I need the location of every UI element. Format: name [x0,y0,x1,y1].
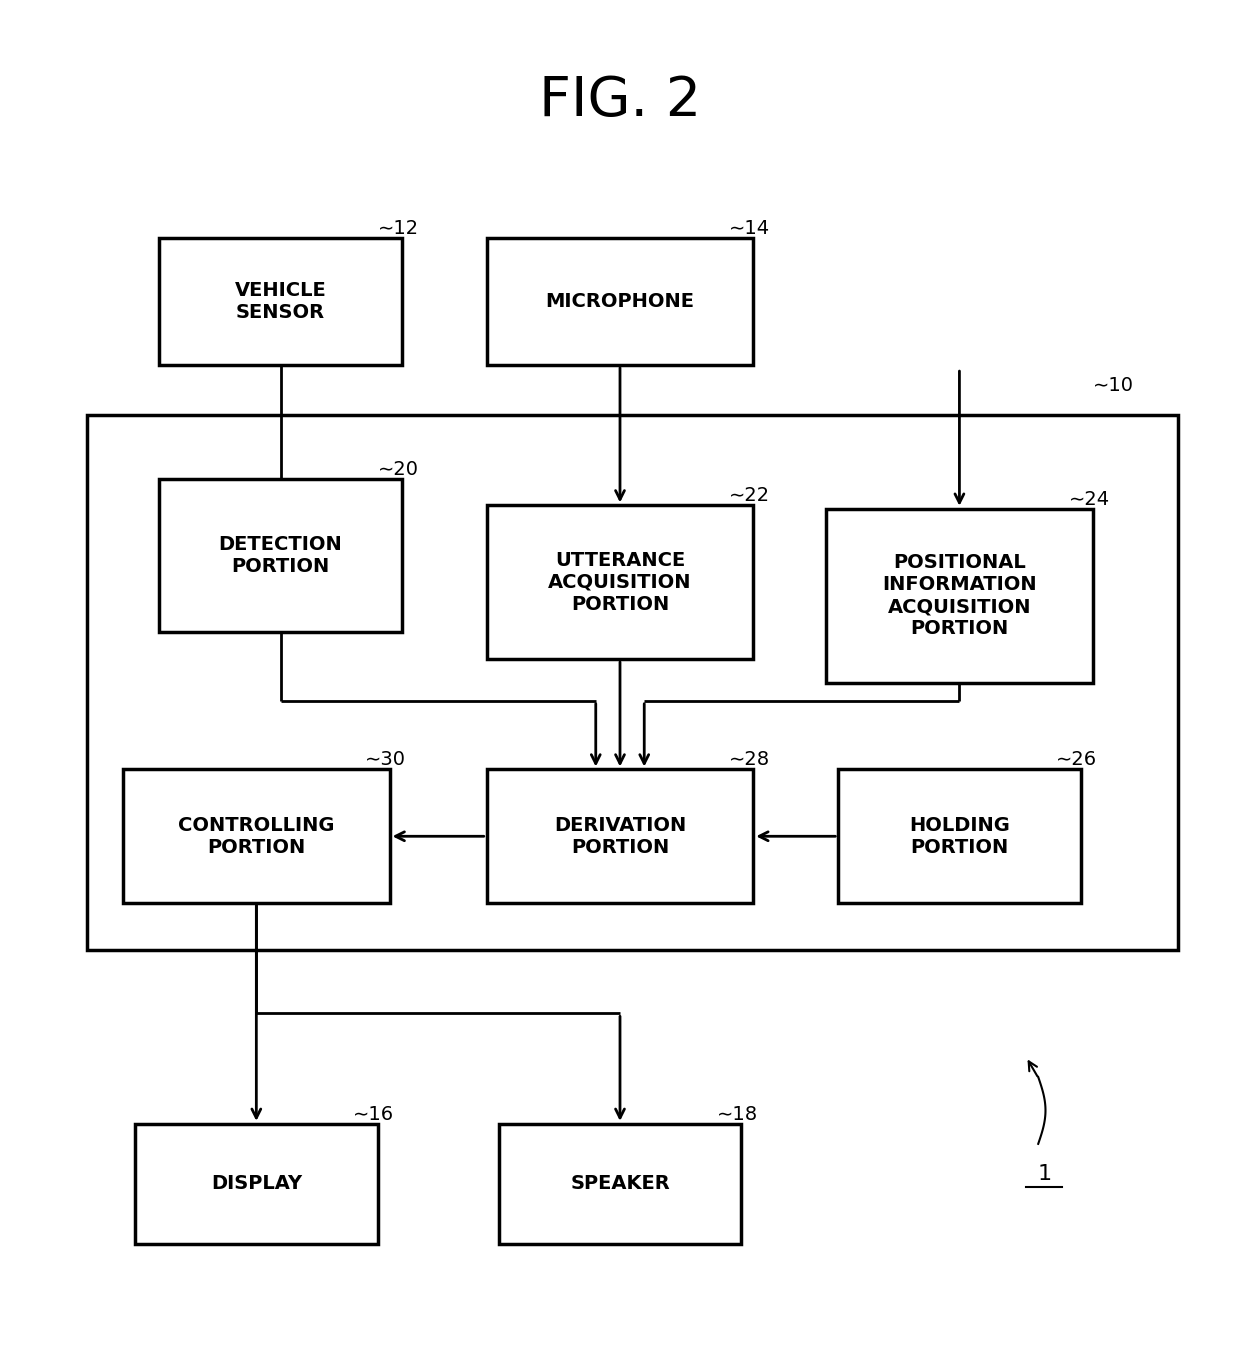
Text: ∼22: ∼22 [729,486,770,505]
Bar [826,509,1092,682]
Bar [486,505,754,659]
Bar [486,770,754,904]
Text: FIG. 2: FIG. 2 [539,74,701,128]
Text: MICROPHONE: MICROPHONE [546,292,694,311]
Text: ∼14: ∼14 [729,218,770,238]
Bar [87,415,1178,950]
Text: ∼30: ∼30 [366,751,407,770]
Text: UTTERANCE
ACQUISITION
PORTION: UTTERANCE ACQUISITION PORTION [548,550,692,614]
Text: VEHICLE
SENSOR: VEHICLE SENSOR [234,281,326,322]
Bar [498,1123,742,1244]
Text: ∼24: ∼24 [1069,490,1110,509]
Text: CONTROLLING
PORTION: CONTROLLING PORTION [179,816,335,857]
Text: HOLDING
PORTION: HOLDING PORTION [909,816,1009,857]
Bar [486,238,754,364]
Bar [123,770,389,904]
Text: ∼10: ∼10 [1092,375,1133,394]
Text: 1: 1 [1037,1164,1052,1183]
Text: ∼18: ∼18 [717,1104,758,1123]
Text: ∼12: ∼12 [377,218,419,238]
Text: DETECTION
PORTION: DETECTION PORTION [218,535,342,576]
Bar [160,238,402,364]
Text: ∼20: ∼20 [377,460,419,479]
Bar [135,1123,377,1244]
Bar [160,479,402,632]
Text: ∼16: ∼16 [353,1104,394,1123]
Text: DISPLAY: DISPLAY [211,1174,301,1193]
Text: ∼28: ∼28 [729,751,770,770]
Text: DERIVATION
PORTION: DERIVATION PORTION [554,816,686,857]
Text: POSITIONAL
INFORMATION
ACQUISITION
PORTION: POSITIONAL INFORMATION ACQUISITION PORTI… [882,553,1037,637]
Text: SPEAKER: SPEAKER [570,1174,670,1193]
Text: ∼26: ∼26 [1056,751,1097,770]
Bar [838,770,1080,904]
